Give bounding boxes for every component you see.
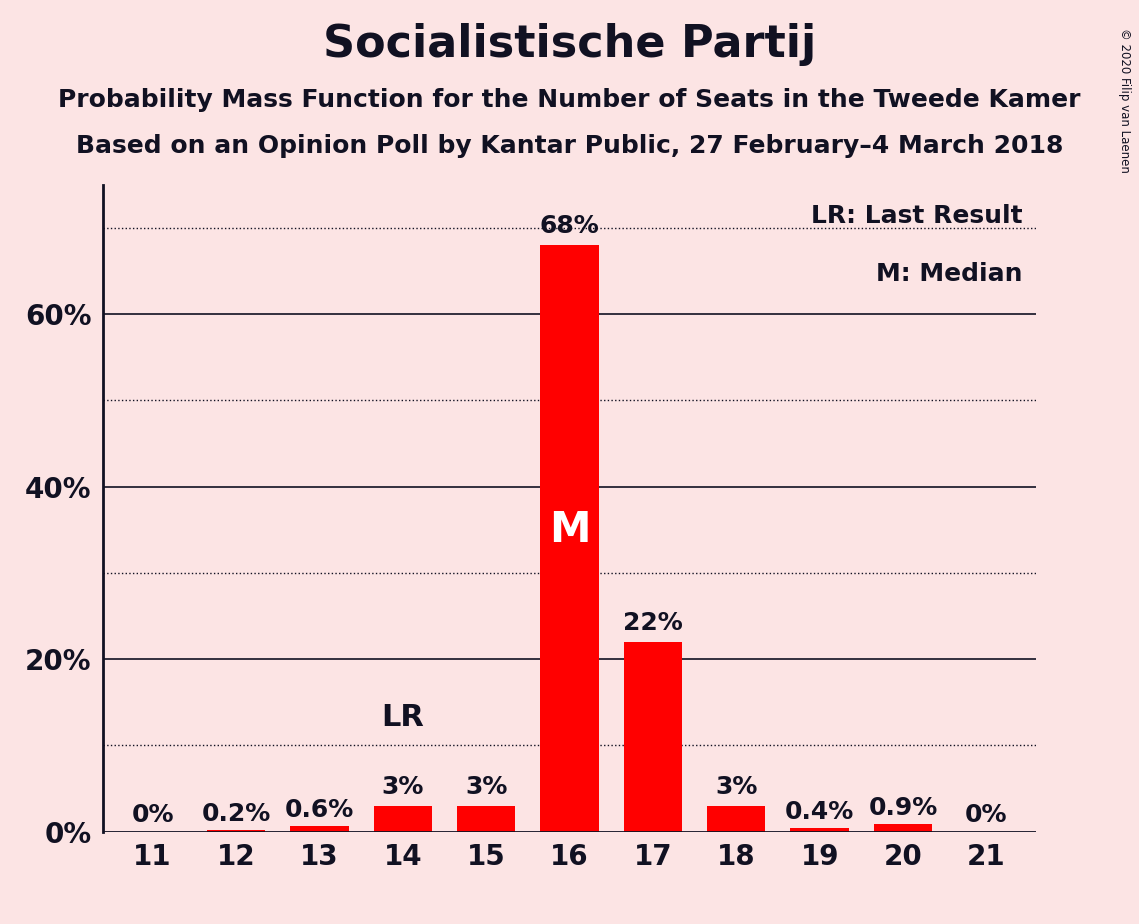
Text: Socialistische Partij: Socialistische Partij xyxy=(322,23,817,67)
Text: M: M xyxy=(549,509,590,551)
Text: 0.6%: 0.6% xyxy=(285,798,354,822)
Text: LR: LR xyxy=(382,703,424,733)
Bar xyxy=(540,245,599,832)
Bar xyxy=(457,806,515,832)
Text: Based on an Opinion Poll by Kantar Public, 27 February–4 March 2018: Based on an Opinion Poll by Kantar Publi… xyxy=(76,134,1063,158)
Text: 3%: 3% xyxy=(382,775,424,799)
Text: M: Median: M: Median xyxy=(876,262,1023,286)
Text: 68%: 68% xyxy=(540,214,599,238)
Text: 3%: 3% xyxy=(715,775,757,799)
Bar xyxy=(624,642,682,832)
Text: 0.9%: 0.9% xyxy=(868,796,937,820)
Text: LR: Last Result: LR: Last Result xyxy=(811,204,1023,228)
Text: 3%: 3% xyxy=(465,775,507,799)
Text: 0.4%: 0.4% xyxy=(785,800,854,824)
Bar xyxy=(374,806,432,832)
Bar xyxy=(290,826,349,832)
Text: 0%: 0% xyxy=(131,803,174,827)
Bar xyxy=(207,830,265,832)
Text: © 2020 Filip van Laenen: © 2020 Filip van Laenen xyxy=(1118,28,1131,173)
Text: 0%: 0% xyxy=(965,803,1008,827)
Bar xyxy=(790,828,849,832)
Bar xyxy=(874,824,932,832)
Text: 22%: 22% xyxy=(623,611,682,635)
Bar xyxy=(707,806,765,832)
Text: Probability Mass Function for the Number of Seats in the Tweede Kamer: Probability Mass Function for the Number… xyxy=(58,88,1081,112)
Text: 0.2%: 0.2% xyxy=(202,801,271,825)
